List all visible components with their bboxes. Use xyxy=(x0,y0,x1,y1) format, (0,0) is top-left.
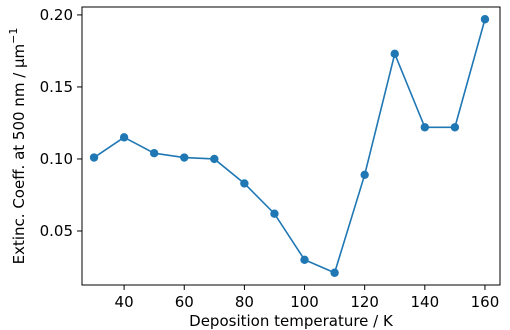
x-tick-label: 40 xyxy=(115,293,134,311)
x-tick-label: 160 xyxy=(471,293,500,311)
y-axis-ticks: 0.05 0.10 0.15 0.20 xyxy=(40,6,82,240)
data-point xyxy=(300,255,309,264)
x-tick-label: 100 xyxy=(290,293,319,311)
data-point xyxy=(390,49,399,59)
y-tick-label: 0.15 xyxy=(40,78,73,96)
x-axis-ticks: 40 60 80 100 120 140 160 xyxy=(115,285,500,311)
data-point xyxy=(119,133,129,142)
data-point xyxy=(180,153,189,162)
data-point xyxy=(240,179,249,188)
data-point xyxy=(330,268,339,277)
y-axis-title-superscript: −1 xyxy=(7,28,20,44)
y-tick-label: 0.20 xyxy=(40,6,73,24)
data-point xyxy=(360,170,369,180)
x-tick-label: 140 xyxy=(410,293,439,311)
y-tick-label: 0.05 xyxy=(40,222,73,240)
x-tick-label: 80 xyxy=(235,293,254,311)
y-tick-label: 0.10 xyxy=(40,150,73,168)
series-line xyxy=(93,19,486,274)
data-point xyxy=(149,149,159,158)
data-point xyxy=(210,154,219,164)
y-axis-title: Extinc. Coeff. at 500 nm / μm−1 xyxy=(7,28,28,265)
x-tick-label: 120 xyxy=(350,293,379,311)
plot-area xyxy=(81,6,501,286)
y-axis-title-main: Extinc. Coeff. at 500 nm / μm xyxy=(10,44,28,265)
data-point xyxy=(480,15,490,24)
data-point xyxy=(89,153,99,162)
series-markers xyxy=(89,15,490,277)
x-axis-title: Deposition temperature / K xyxy=(189,312,394,330)
data-point xyxy=(270,209,279,218)
data-point xyxy=(450,123,460,132)
data-point xyxy=(420,123,430,132)
x-tick-label: 60 xyxy=(175,293,194,311)
